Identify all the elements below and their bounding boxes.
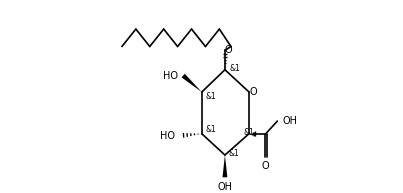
Text: HO: HO: [164, 71, 179, 80]
Text: &1: &1: [205, 92, 216, 101]
Text: HO: HO: [160, 131, 175, 141]
Text: &1: &1: [244, 128, 255, 137]
Text: O: O: [249, 87, 257, 97]
Polygon shape: [222, 155, 227, 177]
Text: OH: OH: [218, 182, 233, 192]
Text: &1: &1: [228, 149, 239, 158]
Text: &1: &1: [205, 124, 216, 134]
Text: OH: OH: [282, 116, 297, 126]
Text: &1: &1: [230, 64, 240, 73]
Polygon shape: [182, 74, 202, 92]
Text: O: O: [262, 161, 270, 171]
Text: O: O: [224, 45, 232, 55]
